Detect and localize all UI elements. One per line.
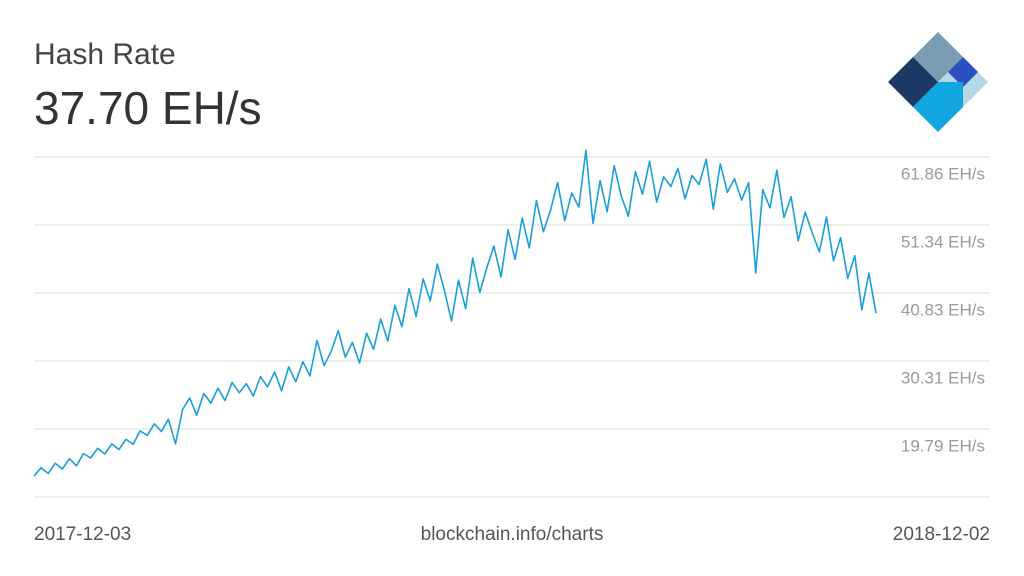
- logo: [888, 32, 988, 132]
- chart-title: Hash Rate: [34, 38, 176, 71]
- y-tick-label: 30.31 EH/s: [901, 368, 985, 387]
- x-end-label: 2018-12-02: [893, 524, 990, 545]
- x-start-label: 2017-12-03: [34, 524, 131, 545]
- y-tick-label: 61.86 EH/s: [901, 164, 985, 183]
- y-tick-label: 51.34 EH/s: [901, 232, 985, 251]
- hash-rate-line: [33, 149, 877, 477]
- y-tick-label: 19.79 EH/s: [901, 436, 985, 455]
- current-value: 37.70 EH/s: [34, 82, 262, 134]
- source-label: blockchain.info/charts: [421, 524, 604, 545]
- y-tick-label: 40.83 EH/s: [901, 300, 985, 319]
